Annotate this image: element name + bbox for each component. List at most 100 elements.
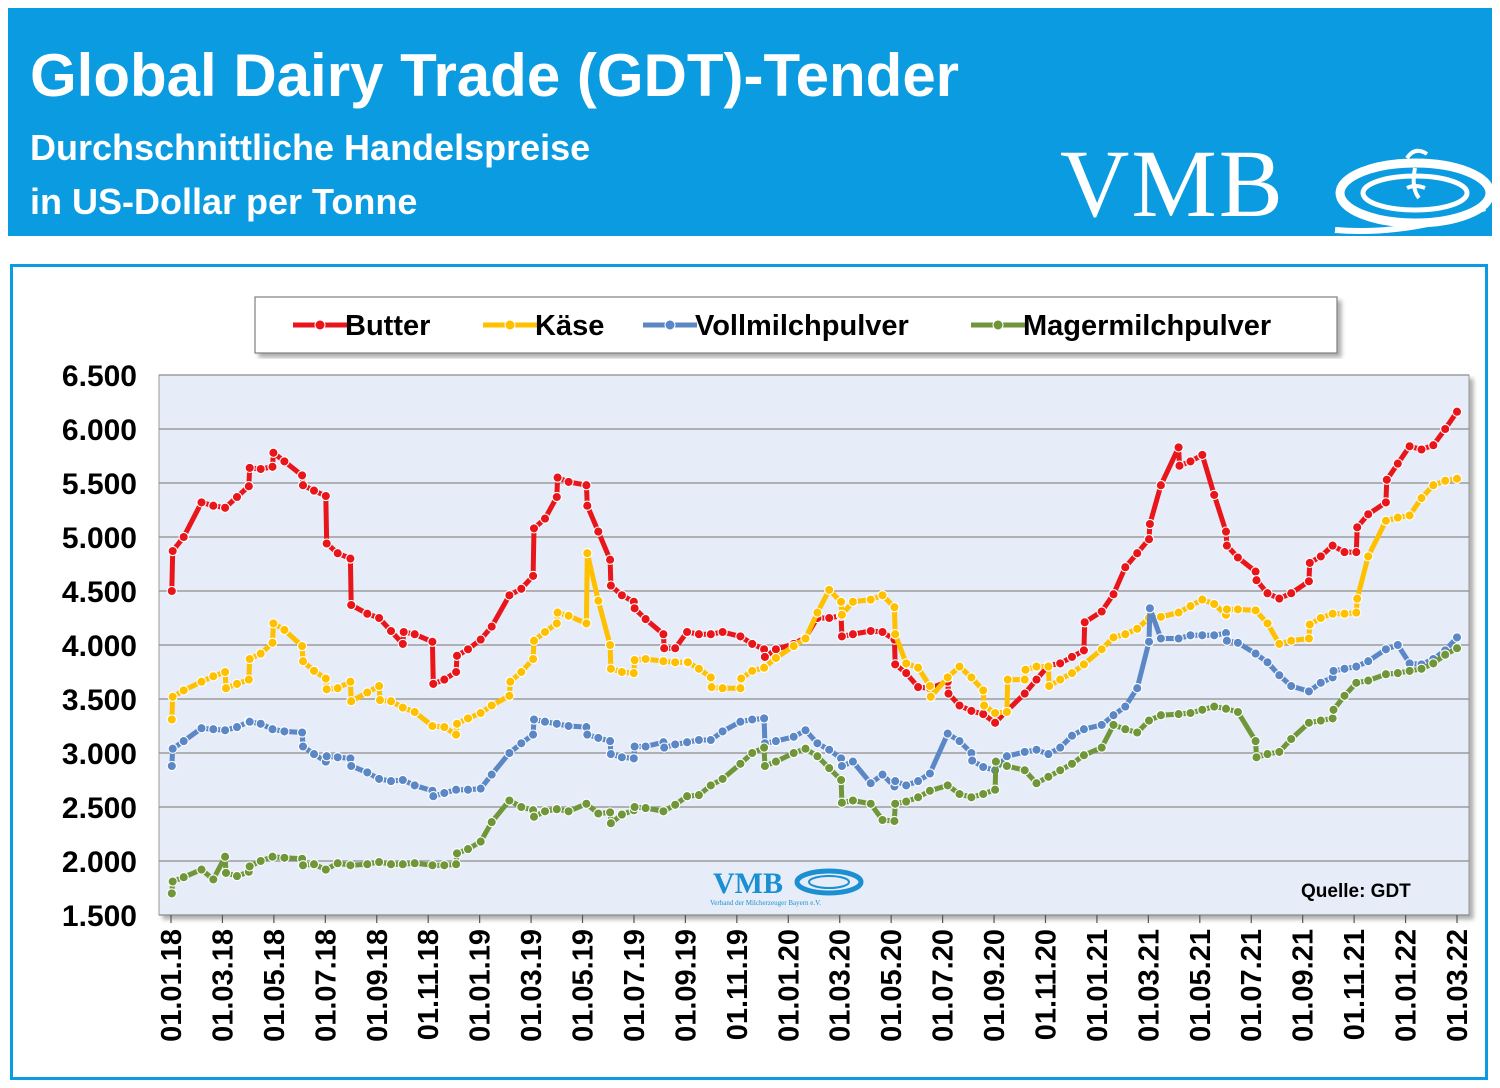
data-point — [243, 481, 254, 492]
data-point — [788, 731, 799, 742]
data-point — [604, 735, 616, 747]
data-point — [925, 691, 936, 702]
data-point — [1352, 522, 1363, 533]
data-point — [824, 584, 835, 596]
data-point — [1303, 633, 1315, 644]
data-point — [912, 662, 924, 673]
data-point — [1096, 644, 1107, 655]
data-point — [616, 752, 628, 763]
data-point — [901, 780, 912, 791]
data-point — [308, 748, 320, 760]
data-point — [551, 804, 562, 815]
data-point — [693, 663, 705, 674]
data-point — [244, 716, 255, 727]
data-point — [1451, 643, 1463, 654]
data-point — [1339, 690, 1350, 701]
data-point — [385, 859, 397, 870]
data-point — [604, 639, 616, 651]
data-point — [835, 774, 847, 786]
data-point — [1416, 444, 1427, 455]
vmb-logo-text: VMB — [1060, 130, 1285, 237]
data-point — [332, 683, 343, 694]
y-tick-label: 4.500 — [62, 576, 137, 609]
data-point — [1209, 489, 1220, 501]
data-point — [1031, 778, 1042, 789]
data-point — [1174, 460, 1185, 471]
data-point — [1055, 658, 1066, 669]
data-point — [243, 674, 254, 685]
data-point — [1315, 551, 1326, 562]
data-point — [321, 538, 332, 549]
gridlines — [159, 374, 1469, 916]
data-point — [208, 500, 219, 511]
data-point — [450, 784, 462, 795]
data-point — [824, 762, 835, 774]
data-point — [890, 798, 901, 809]
x-tick-label: 01.07.20 — [928, 929, 960, 1042]
data-point — [1055, 742, 1066, 753]
data-point — [528, 635, 540, 646]
data-point — [1250, 566, 1261, 577]
data-point — [912, 775, 924, 787]
data-point — [670, 799, 681, 810]
data-point — [279, 852, 290, 863]
data-point — [1363, 509, 1374, 520]
data-point — [1043, 771, 1054, 782]
data-point — [462, 843, 474, 855]
x-tick-label: 01.11.21 — [1339, 929, 1371, 1040]
data-point — [836, 760, 848, 772]
data-point — [1031, 744, 1042, 755]
data-point — [385, 625, 397, 637]
data-point — [1250, 735, 1261, 747]
data-point — [196, 676, 207, 687]
data-point — [670, 739, 681, 750]
data-point — [1031, 674, 1042, 685]
data-point — [1002, 674, 1013, 685]
data-point — [1303, 717, 1315, 728]
data-point — [593, 595, 604, 606]
data-point — [1380, 644, 1392, 655]
legend-item: Vollmilchpulver — [643, 310, 909, 342]
data-point — [296, 727, 308, 738]
data-point — [1315, 612, 1326, 624]
data-point — [527, 570, 539, 582]
data-point — [475, 783, 486, 794]
vmb-watermark: VMB Verband der Milcherzeuger Bayern e.V… — [710, 867, 864, 907]
data-point — [1451, 473, 1463, 484]
data-point — [1031, 661, 1042, 672]
data-point — [604, 807, 616, 818]
data-point — [788, 747, 799, 759]
y-tick-label: 6.000 — [62, 414, 137, 447]
data-point — [747, 747, 758, 759]
y-tick-label: 6.500 — [62, 360, 137, 393]
data-point — [1132, 727, 1143, 738]
data-point — [705, 734, 716, 746]
y-tick-label: 3.000 — [62, 738, 137, 771]
data-point — [978, 708, 989, 720]
data-point — [901, 667, 912, 679]
data-point — [231, 491, 243, 503]
data-point — [427, 860, 438, 871]
data-point — [1020, 664, 1031, 675]
data-point — [1380, 669, 1392, 680]
data-point — [1404, 510, 1415, 521]
data-point — [1078, 750, 1090, 761]
data-point — [616, 666, 628, 678]
data-point — [924, 680, 936, 692]
data-point — [345, 676, 356, 687]
data-point — [1143, 715, 1155, 726]
data-point — [475, 707, 486, 719]
legend-item: Butter — [293, 310, 430, 342]
data-point — [362, 687, 373, 698]
x-tick-label: 01.01.20 — [773, 929, 805, 1042]
data-point — [1451, 406, 1463, 417]
data-point — [1339, 663, 1350, 674]
data-point — [1221, 540, 1233, 551]
data-point — [1286, 635, 1297, 646]
data-point — [345, 553, 356, 564]
data-point — [267, 851, 278, 862]
data-point — [1144, 603, 1156, 614]
data-point — [824, 744, 835, 755]
series-magermilchpulver — [166, 643, 1463, 899]
data-point — [901, 796, 912, 807]
